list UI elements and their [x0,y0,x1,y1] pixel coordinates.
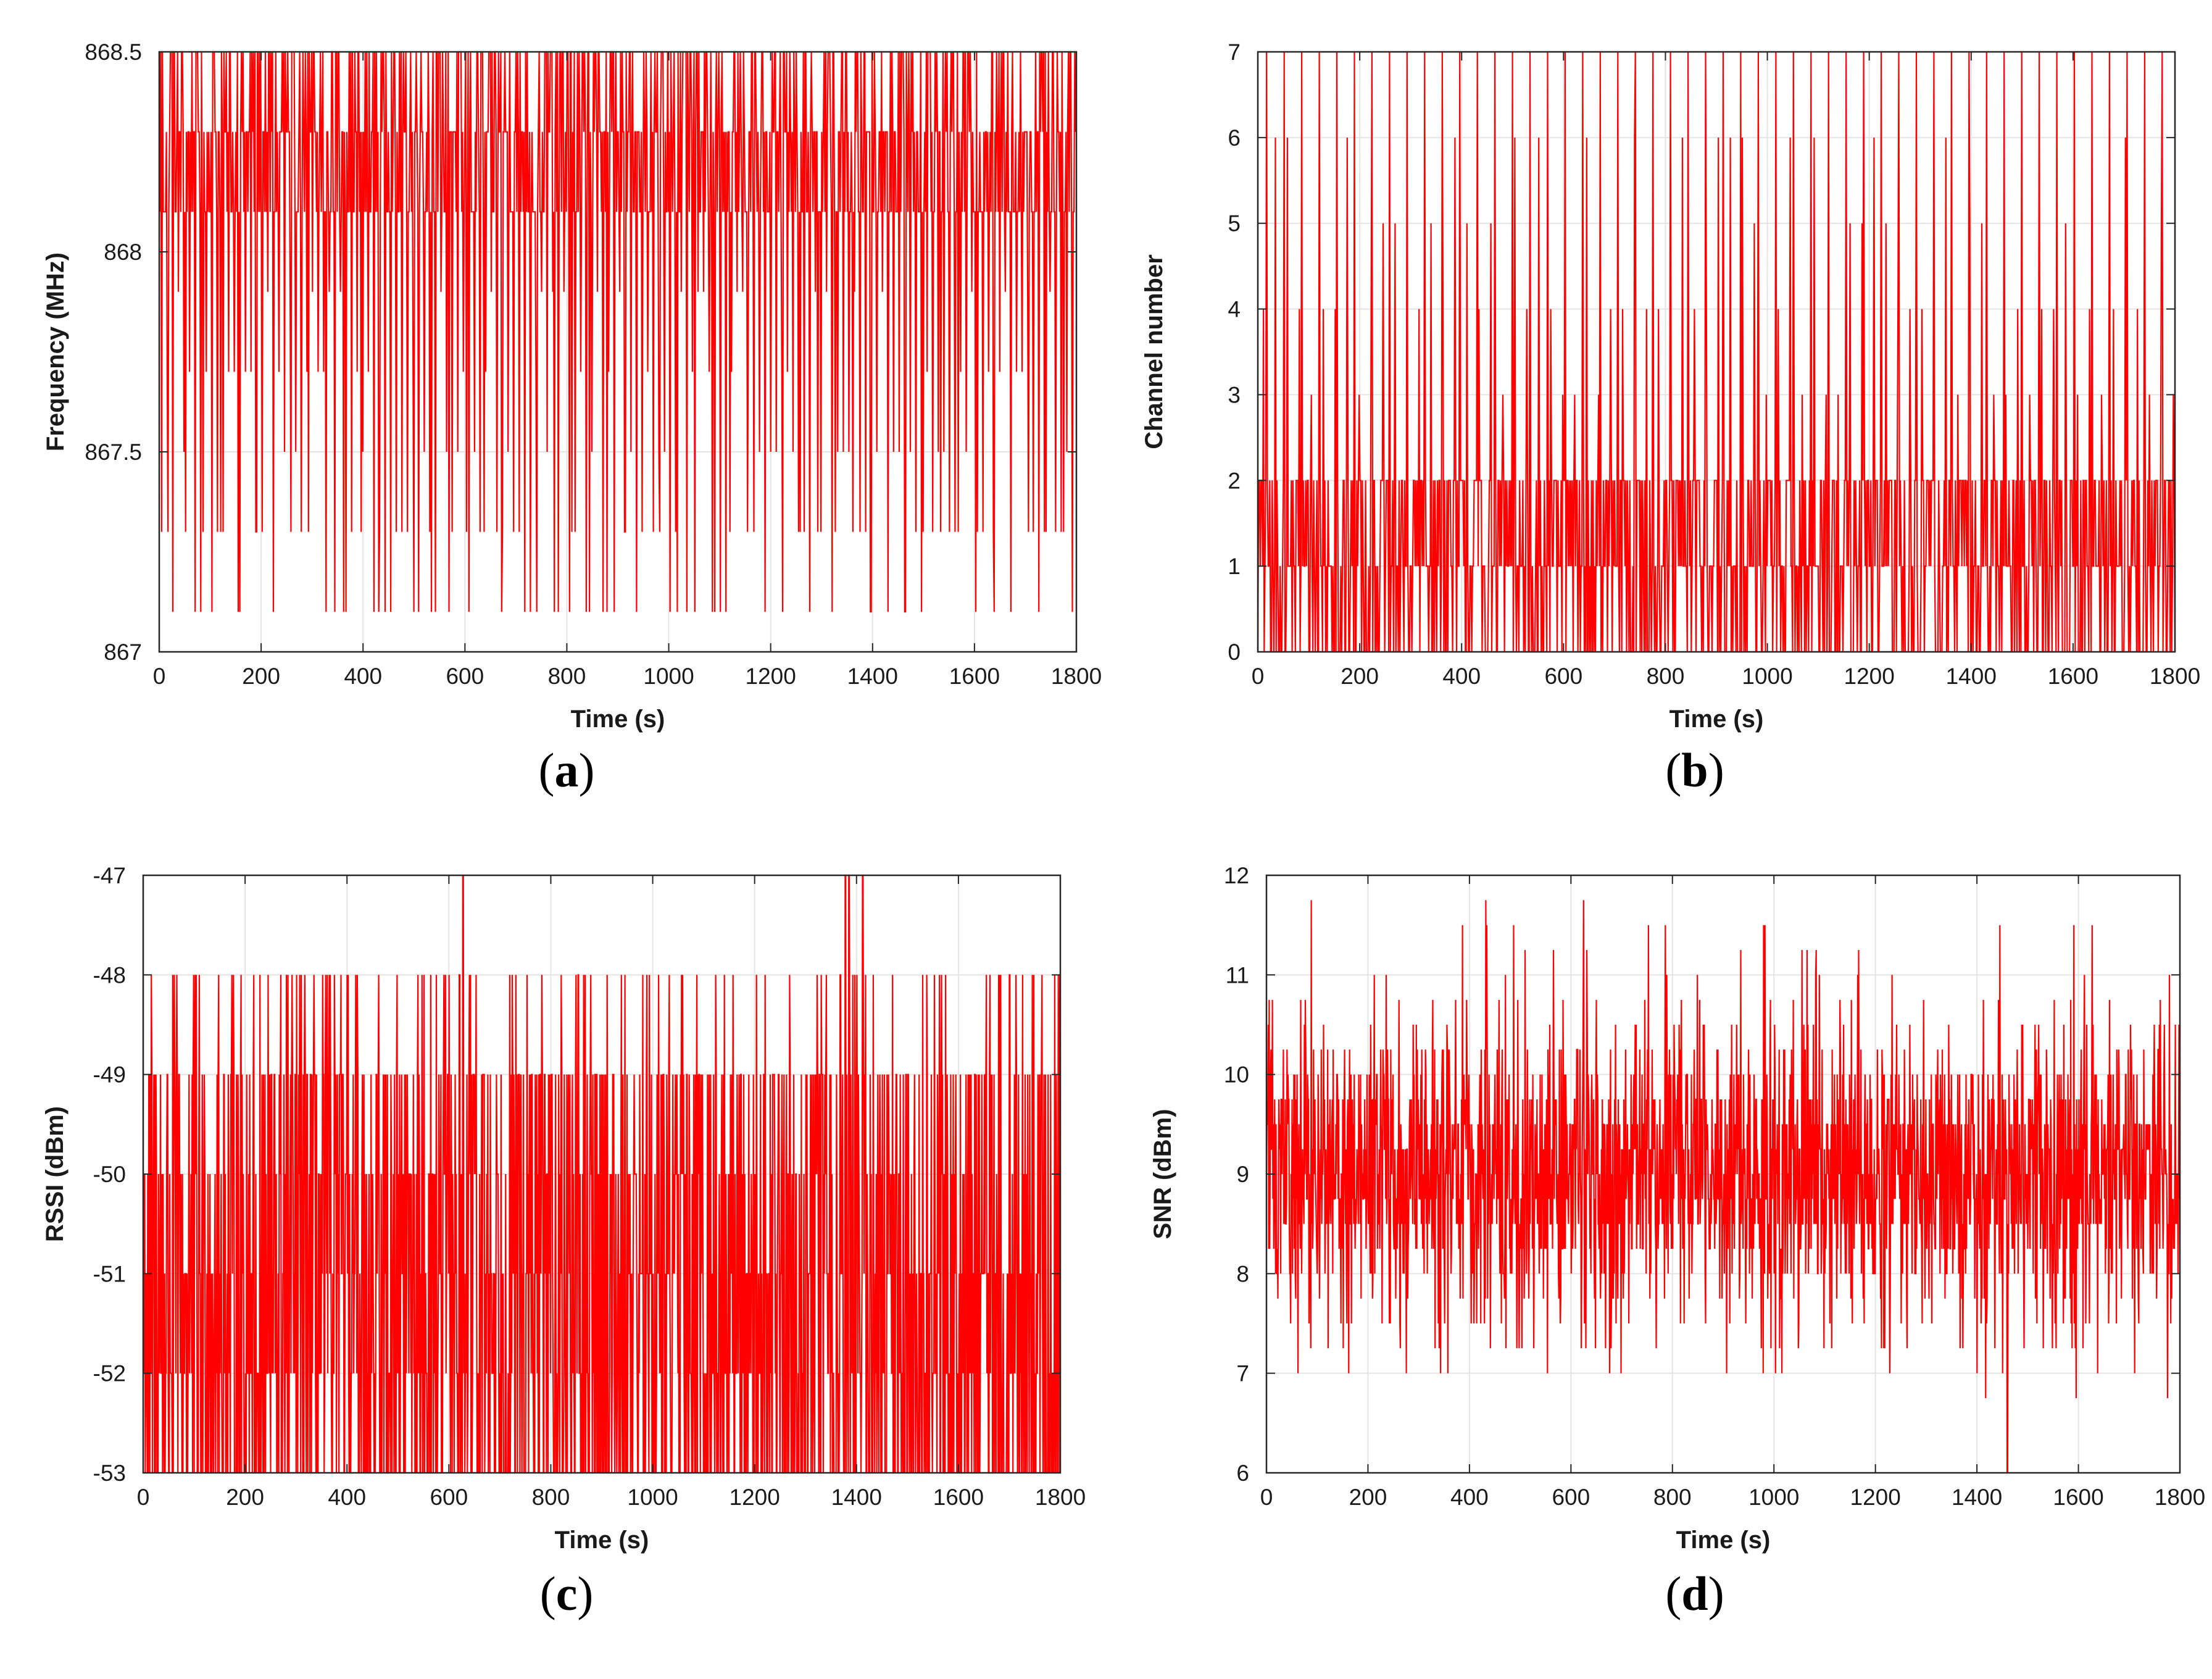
x-tick-label: 0 [153,664,166,689]
x-axis-label: Time (s) [571,706,665,733]
x-tick-label: 1600 [933,1485,984,1510]
x-tick-label: 1200 [730,1485,780,1510]
x-tick-label: 200 [226,1485,264,1510]
y-tick-label: 1 [1228,554,1241,579]
x-tick-label: 1000 [627,1485,678,1510]
x-tick-label: 1800 [2155,1485,2205,1510]
x-tick-label: 1200 [746,664,796,689]
y-tick-label: -47 [93,863,126,888]
y-tick-label: 867 [104,640,142,665]
x-axis-label: Time (s) [555,1527,649,1554]
x-tick-label: 1000 [1748,1485,1799,1510]
x-tick-label: 200 [1349,1485,1387,1510]
x-tick-label: 400 [328,1485,366,1510]
y-tick-label: 868.5 [85,40,142,65]
x-tick-label: 1000 [1742,664,1792,689]
x-tick-label: 800 [548,664,586,689]
y-axis-label: RSSI (dBm) [41,1106,69,1242]
y-tick-label: 12 [1224,863,1249,888]
series-line-b [1257,51,2176,653]
panel-caption: (d) [1665,1567,1724,1620]
y-tick-label: 2 [1228,468,1241,493]
x-tick-label: 1000 [643,664,694,689]
x-axis-label: Time (s) [1676,1527,1771,1554]
x-axis-label: Time (s) [1669,706,1764,733]
x-tick-label: 800 [1647,664,1685,689]
x-tick-label: 1200 [1850,1485,1901,1510]
axes-frame [158,51,1078,653]
x-tick-label: 400 [1450,1485,1489,1510]
y-tick-label: 6 [1236,1460,1249,1486]
series-line-c [142,874,1062,1474]
chart-panel-c: 0 200 400 600 800 1000 1200 1400 1600 1800 -53 -52 -… [41,863,1086,1620]
x-tick-label: 400 [344,664,382,689]
y-tick-label: 8 [1236,1261,1249,1286]
y-tick-label: 867.5 [85,440,142,465]
y-tick-label: 10 [1224,1062,1249,1088]
x-tick-label: 400 [1442,664,1481,689]
x-tick-label: 1800 [1051,664,1102,689]
x-tick-label: 0 [137,1485,150,1510]
x-tick-label: 200 [242,664,280,689]
x-tick-label: 1600 [2053,1485,2103,1510]
x-tick-label: 1400 [847,664,898,689]
x-tick-label: 1800 [2150,664,2200,689]
x-tick-label: 800 [532,1485,570,1510]
x-tick-label: 0 [1252,664,1265,689]
y-tick-label: 7 [1236,1361,1249,1386]
y-tick-label: 7 [1228,40,1241,65]
x-tick-label: 800 [1653,1485,1692,1510]
y-tick-label: 3 [1228,382,1241,407]
y-tick-label: -50 [93,1162,126,1187]
panel-caption: (c) [540,1567,594,1620]
y-tick-label: -53 [93,1460,126,1486]
x-tick-label: 1600 [949,664,1000,689]
y-tick-label: 9 [1236,1162,1249,1187]
y-tick-label: -49 [93,1062,126,1088]
y-tick-label: 4 [1228,297,1241,322]
y-tick-label: 11 [1226,962,1249,988]
x-tick-label: 1400 [1952,1485,2002,1510]
x-tick-label: 1400 [1946,664,1997,689]
y-tick-label: -51 [93,1261,126,1286]
y-tick-label: -48 [93,962,126,988]
chart-panel-b: 0 200 400 600 800 1000 1200 1400 1600 1800 0 1 2 3 4 5 6… [1141,40,2200,797]
x-tick-label: 600 [1544,664,1582,689]
axes-frame [1257,51,2176,653]
y-tick-label: 868 [104,240,142,265]
y-axis-label: Channel number [1141,254,1168,449]
series-line-a [158,51,1078,613]
y-tick-label: 6 [1228,125,1241,151]
panel-caption: (b) [1665,743,1724,797]
y-axis-label: Frequency (MHz) [42,252,69,451]
x-tick-label: 0 [1260,1485,1273,1510]
chart-panel-d: 0 200 400 600 800 1000 1200 1400 1600 1800 6 7 8 9 10 1… [1149,863,2205,1620]
panel-caption: (a) [539,743,595,797]
chart-panel-a: 0 200 400 600 800 1000 1200 1400 1600 1800 867 867.… [42,40,1102,797]
y-tick-label: 5 [1228,211,1241,236]
x-tick-label: 1200 [1844,664,1895,689]
x-tick-label: 200 [1341,664,1379,689]
y-axis-label: SNR (dBm) [1149,1109,1176,1239]
x-tick-label: 1800 [1035,1485,1086,1510]
x-tick-label: 600 [1552,1485,1590,1510]
x-tick-label: 1600 [2048,664,2098,689]
x-tick-label: 600 [430,1485,468,1510]
y-tick-label: 0 [1228,640,1241,665]
y-tick-label: -52 [93,1361,126,1386]
series-line-d [1265,900,2181,1474]
x-tick-label: 1400 [831,1485,882,1510]
x-tick-label: 600 [446,664,484,689]
